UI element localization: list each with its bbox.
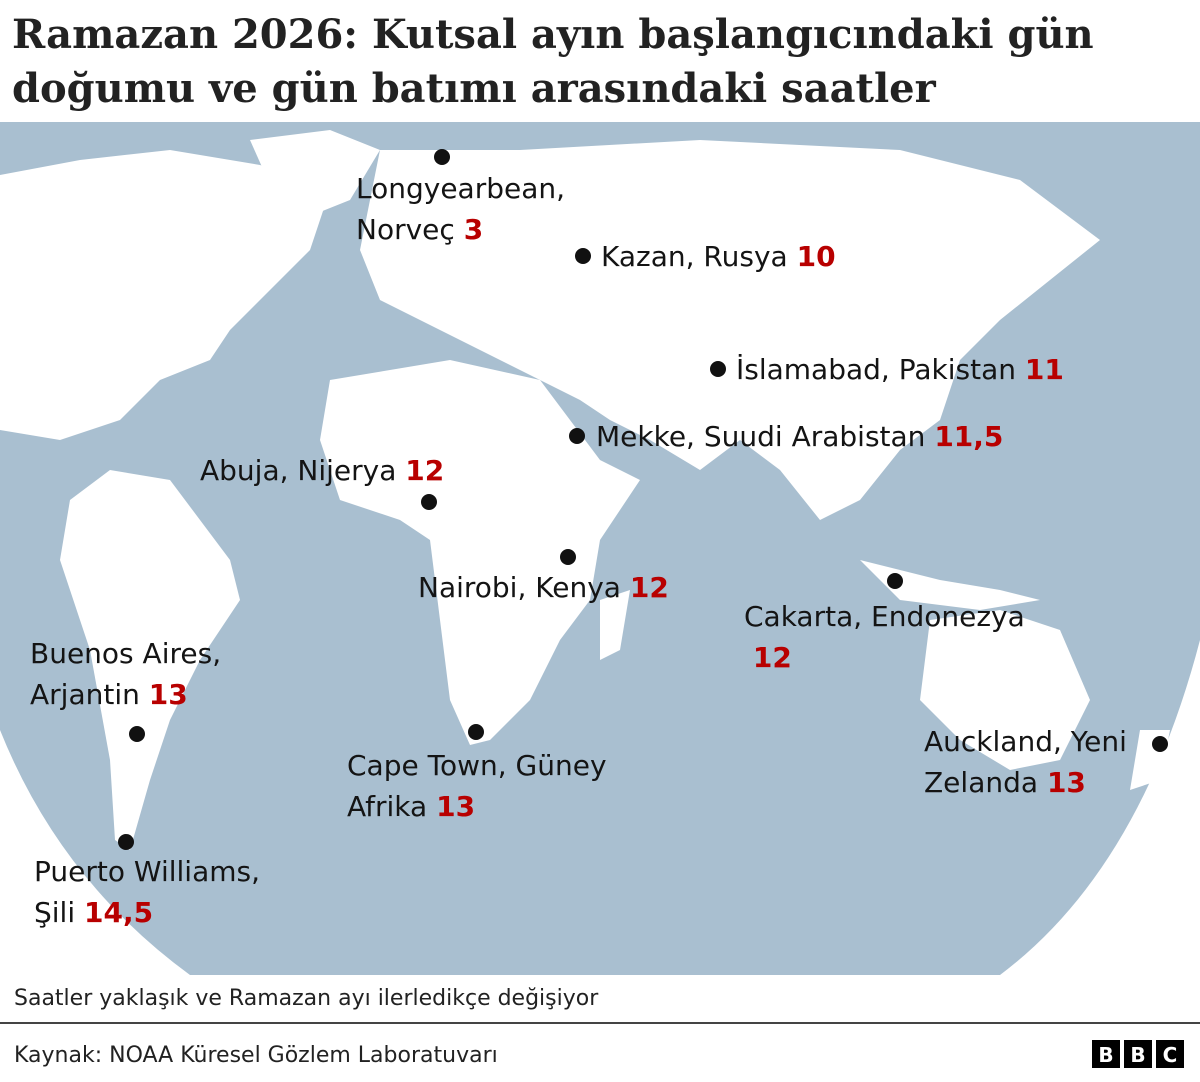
place-label: Longyearbean, xyxy=(356,172,565,205)
places: Longyearbean, Norveç 3 Kazan, Rusya 10 İsla… xyxy=(30,149,1168,929)
place-hours: 11,5 xyxy=(934,420,1003,453)
place-dot xyxy=(1152,736,1168,752)
place-label: Kazan, Rusya 10 xyxy=(601,240,836,273)
logo-block xyxy=(1124,1040,1152,1068)
place-name: Arjantin xyxy=(30,678,140,711)
space xyxy=(1016,353,1025,386)
place-label: Norveç 3 xyxy=(356,213,483,246)
place-name: İslamabad, Pakistan xyxy=(736,353,1016,386)
place-name: Norveç xyxy=(356,213,455,246)
title-line: doğumu ve gün batımı arasındaki saatler xyxy=(12,65,937,112)
space xyxy=(925,420,934,453)
place-label: Mekke, Suudi Arabistan 11,5 xyxy=(596,420,1003,453)
space xyxy=(744,641,753,674)
place-name: Mekke, Suudi Arabistan xyxy=(596,420,925,453)
space xyxy=(455,213,464,246)
place-name: Abuja, Nijerya xyxy=(200,454,396,487)
place-hours: 13 xyxy=(436,790,475,823)
place-label: Şili 14,5 xyxy=(34,896,153,929)
place-dot xyxy=(575,248,591,264)
place-label: Zelanda 13 xyxy=(924,766,1086,799)
place-name: Longyearbean, xyxy=(356,172,565,205)
place-label: Cakarta, Endonezya xyxy=(744,600,1025,633)
place-dot xyxy=(560,549,576,565)
space xyxy=(140,678,149,711)
map xyxy=(0,122,1200,975)
place-name: Kazan, Rusya xyxy=(601,240,788,273)
place-label: Nairobi, Kenya 12 xyxy=(418,571,669,604)
place-label: Puerto Williams, xyxy=(34,855,260,888)
place-name: Cape Town, Güney xyxy=(347,749,607,782)
place-name: Cakarta, Endonezya xyxy=(744,600,1025,633)
place-hours: 13 xyxy=(1047,766,1086,799)
place-name: Puerto Williams, xyxy=(34,855,260,888)
place-dot xyxy=(421,494,437,510)
title-line: Ramazan 2026: Kutsal ayın başlangıcındak… xyxy=(12,11,1094,58)
place-label: Auckland, Yeni xyxy=(924,725,1127,758)
place-dot xyxy=(129,726,145,742)
place-label: Arjantin 13 xyxy=(30,678,188,711)
place-hours: 10 xyxy=(797,240,836,273)
logo-letter: B xyxy=(1098,1043,1113,1067)
space xyxy=(427,790,436,823)
place-hours: 12 xyxy=(630,571,669,604)
bbc-logo: B B C xyxy=(1092,1040,1184,1068)
logo-letter: B xyxy=(1130,1043,1145,1067)
place-hours: 3 xyxy=(464,213,483,246)
place-hours: 12 xyxy=(753,641,792,674)
logo-letter: C xyxy=(1163,1043,1178,1067)
space xyxy=(396,454,405,487)
note: Saatler yaklaşık ve Ramazan ayı ilerledi… xyxy=(14,986,599,1011)
place-label: Abuja, Nijerya 12 xyxy=(200,454,444,487)
place-hours: 11 xyxy=(1025,353,1064,386)
place-name: Buenos Aires, xyxy=(30,637,221,670)
source: Kaynak: NOAA Küresel Gözlem Laboratuvarı xyxy=(14,1043,498,1068)
place-label: 12 xyxy=(744,641,792,674)
place-dot xyxy=(887,573,903,589)
place-dot xyxy=(468,724,484,740)
space xyxy=(75,896,84,929)
place-dot xyxy=(118,834,134,850)
place-label: Buenos Aires, xyxy=(30,637,221,670)
logo-block xyxy=(1156,1040,1184,1068)
place-hours: 13 xyxy=(149,678,188,711)
place-label: İslamabad, Pakistan 11 xyxy=(736,353,1064,386)
space xyxy=(788,240,797,273)
place-label: Cape Town, Güney xyxy=(347,749,607,782)
place-name: Zelanda xyxy=(924,766,1038,799)
place-hours: 12 xyxy=(405,454,444,487)
place-dot xyxy=(569,428,585,444)
land xyxy=(0,130,1170,850)
place-name: Nairobi, Kenya xyxy=(418,571,621,604)
place-dot xyxy=(434,149,450,165)
place-name: Afrika xyxy=(347,790,427,823)
place-dot xyxy=(710,361,726,377)
space xyxy=(621,571,630,604)
place-hours: 14,5 xyxy=(84,896,153,929)
place-name: Şili xyxy=(34,896,75,929)
place-name: Auckland, Yeni xyxy=(924,725,1127,758)
logo-block xyxy=(1092,1040,1120,1068)
space xyxy=(1038,766,1047,799)
place-label: Afrika 13 xyxy=(347,790,475,823)
